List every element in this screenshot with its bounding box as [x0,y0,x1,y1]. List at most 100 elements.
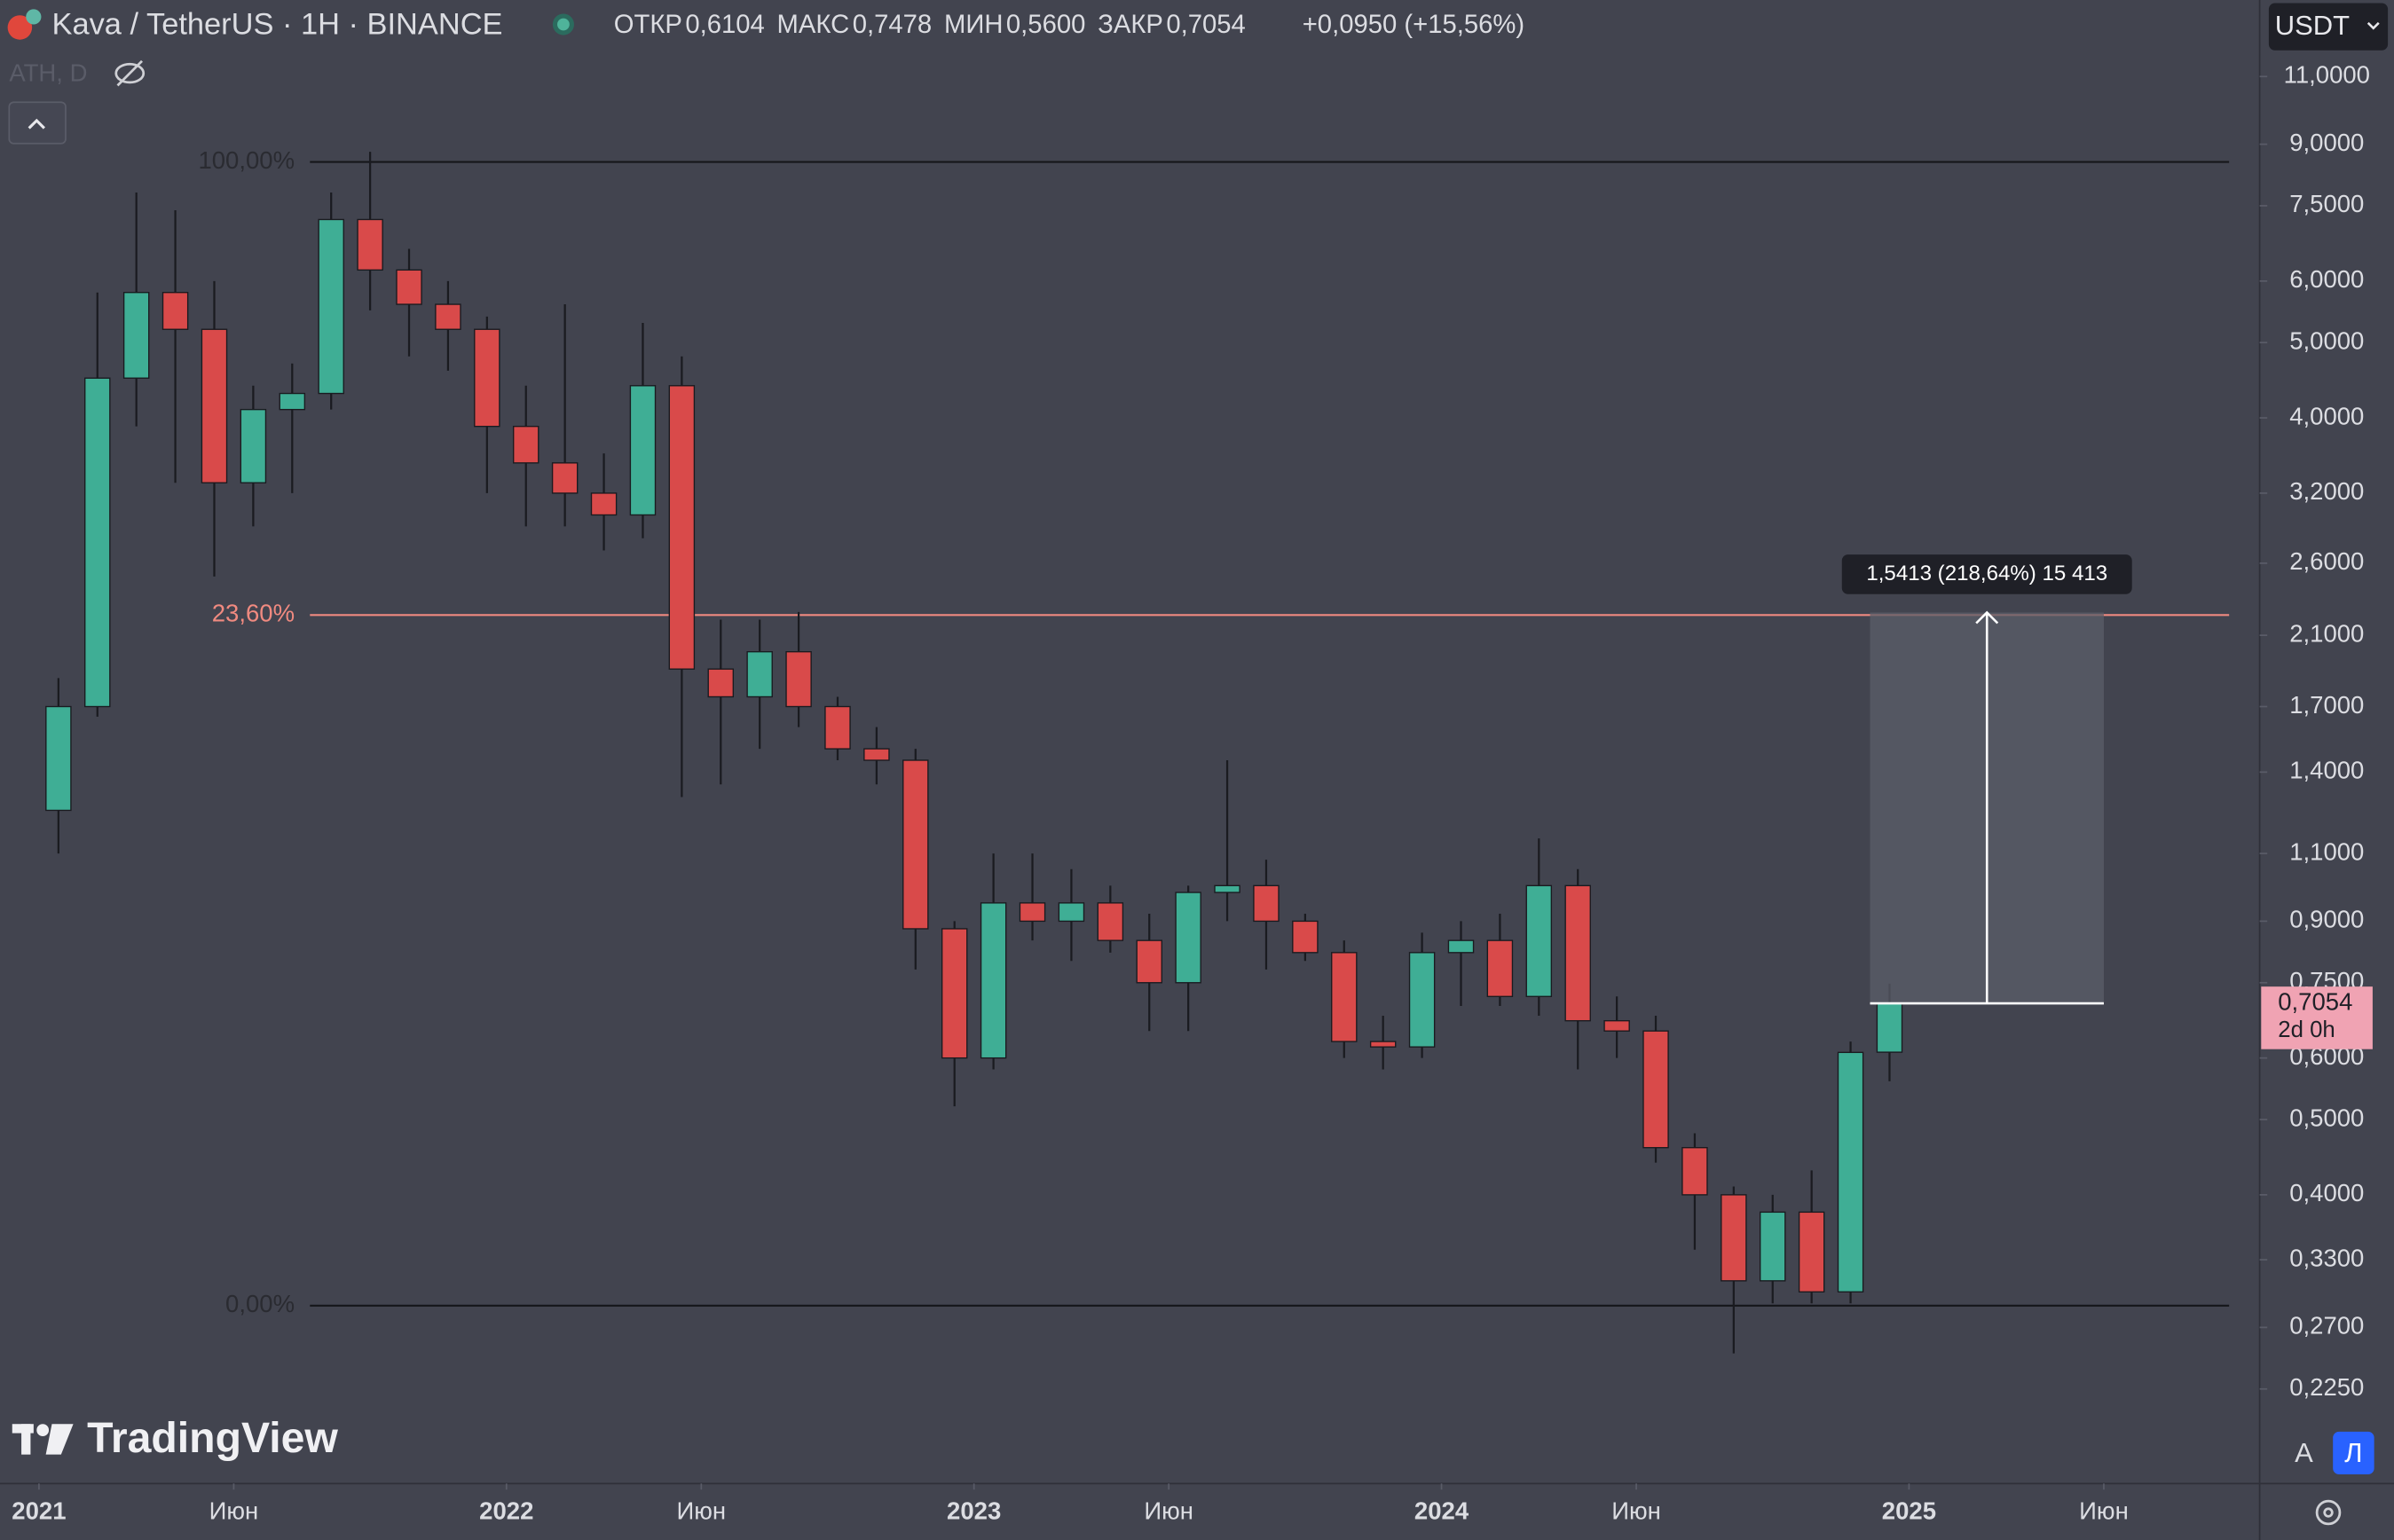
x-tick-label: 2025 [1882,1497,1936,1524]
collapse-icon [28,118,45,130]
level-label: 23,60% [212,600,295,627]
candle-body [45,705,72,812]
last-price-tag [2261,986,2373,1049]
ohlc-value: 0,6104 [685,11,764,39]
ohlc-label: ОТКР [614,11,682,39]
candle-body [668,385,696,670]
logo-mark [12,1424,74,1455]
candle-body [785,651,812,708]
candle-body [1525,884,1553,997]
y-tick-label: 0,2700 [2289,1312,2364,1340]
candle-body [318,218,344,395]
x-tick-label: 2023 [947,1497,1001,1524]
y-tick-label: 0,9000 [2289,906,2364,933]
y-tick-label: 5,0000 [2289,326,2364,354]
candle-body [1721,1194,1747,1282]
y-tick-label: 3,2000 [2289,477,2364,505]
status-dot [557,18,570,31]
y-tick-label: 6,0000 [2289,265,2364,293]
y-tick-label: 1,4000 [2289,757,2364,784]
candle-body [513,425,539,464]
level-label: 100,00% [198,146,295,174]
candle-body [474,328,500,428]
y-tick-label: 2,1000 [2289,619,2364,647]
candle-body [1760,1211,1786,1282]
indicator-label: ATH, D [9,59,87,87]
y-tick-label: 1,1000 [2289,837,2364,865]
y-tick-label: 9,0000 [2289,129,2364,156]
logo: TradingView [87,1414,338,1462]
currency-chevron [2366,21,2380,30]
measure-label: 1,5413 (218,64%) 15 413 [1866,562,2107,585]
countdown: 2d 0h [2278,1018,2335,1042]
candle-body [1019,902,1046,923]
candle-body [122,292,150,379]
log-scale-button[interactable]: Л [2344,1437,2362,1468]
candle-body [863,748,890,761]
candle-body [1369,1041,1397,1048]
candle-body [1837,1051,1864,1292]
candle-body [824,705,851,750]
candle-body [590,492,618,516]
y-tick-label: 4,0000 [2289,402,2364,429]
candle-body [1136,939,1162,984]
plot: 100,00% 23,60% 0,00% 1,5413 (218,64%) 15 41… [45,146,2230,1354]
y-tick-label: 2,6000 [2289,547,2364,575]
candle-body [1798,1211,1825,1292]
candle-body [629,385,657,516]
symbol-icon [7,15,33,40]
candle-body [279,392,306,411]
y-tick-label: 7,5000 [2289,190,2364,217]
y-tick-label: 0,3300 [2289,1244,2364,1271]
candle-body [746,651,773,698]
level-label: 0,00% [225,1290,295,1317]
y-tick-label: 0,4000 [2289,1179,2364,1206]
y-tick-label: 11,0000 [2284,61,2370,89]
hide-icon[interactable] [114,59,146,87]
currency-button[interactable] [2268,3,2389,51]
x-tick-label: 2022 [479,1497,533,1524]
candle-body [84,377,111,708]
candle-body [1214,884,1240,893]
change: +0,0950 (+15,56%) [1303,11,1524,39]
log-scale-button-bg[interactable] [2333,1431,2374,1475]
x-tick-label: Июн [1611,1497,1661,1524]
candle-body [1253,884,1280,923]
candle-body [357,218,383,271]
x-tick-label: Июн [1144,1497,1193,1524]
measure-arrowhead [1975,610,1999,625]
candle-body [396,269,422,305]
candle-body [240,408,267,483]
candle-body [1486,939,1514,997]
candle-body [902,759,929,930]
candle-body [1175,892,1201,984]
ohlc-label: МАКС [777,11,850,39]
settings-button[interactable] [2315,1499,2342,1526]
ohlc-label: МИН [944,11,1004,39]
candle-body [551,462,579,494]
y-tick-label: 0,5000 [2289,1104,2364,1131]
x-tick-label: 2021 [12,1497,66,1524]
x-tick-label: Июн [2079,1497,2129,1524]
candle-body [1447,939,1475,954]
candle-body [1642,1030,1669,1149]
candle-body [1292,920,1319,954]
candle-body [161,292,189,330]
currency: USDT [2275,10,2350,41]
chart-title: Kava / TetherUS · 1H · BINANCE [52,7,503,41]
candle-body [1603,1019,1630,1032]
ohlc-value: 0,7478 [853,11,932,39]
candle-body [1097,902,1124,941]
candle-body [941,928,968,1059]
y-tick-label: 1,7000 [2289,691,2364,719]
candle-body [980,902,1007,1059]
candle-body [201,328,228,483]
auto-scale-button[interactable]: A [2295,1437,2313,1468]
ohlc-value: 0,5600 [1006,11,1085,39]
symbol-icon-badge [26,9,42,25]
candle-body [1408,952,1436,1048]
candle-body [1058,902,1085,923]
candle-body [1331,952,1358,1042]
candle-body [1681,1147,1708,1196]
